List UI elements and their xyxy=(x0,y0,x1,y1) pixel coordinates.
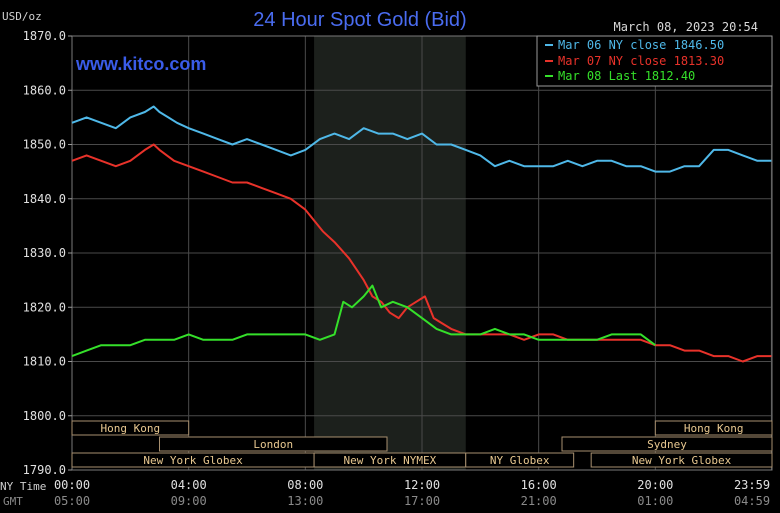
x-tick-label-ny: 00:00 xyxy=(54,478,90,492)
x-tick-label-ny: 08:00 xyxy=(287,478,323,492)
session-bar xyxy=(159,436,388,452)
x-tick-label-gmt: 17:00 xyxy=(404,494,440,508)
units-label: USD/oz xyxy=(2,10,42,23)
market-sessions: Hong Kong Hong Kong London Sydney New York G… xyxy=(71,420,773,468)
session-label: NY Globex xyxy=(490,454,550,467)
x-tick-label-gmt: 21:00 xyxy=(521,494,557,508)
y-tick-label: 1820.0 xyxy=(23,300,66,314)
y-tick-label: 1800.0 xyxy=(23,409,66,423)
x-tick-label-ny: 12:00 xyxy=(404,478,440,492)
y-tick-label: 1870.0 xyxy=(23,29,66,43)
session-bar xyxy=(465,452,575,468)
legend-box xyxy=(536,35,773,87)
session-label: Hong Kong xyxy=(684,422,744,435)
session-label: London xyxy=(253,438,293,451)
x-tick-label-gmt: 05:00 xyxy=(54,494,90,508)
legend-entry: Mar 08 Last 1812.40 xyxy=(545,69,695,83)
legend-entry: Mar 07 NY close 1813.30 xyxy=(545,54,724,68)
series-lines xyxy=(71,105,772,363)
ny-time-row-label: NY Time xyxy=(0,480,46,493)
y-tick-label: 1850.0 xyxy=(23,138,66,152)
legend: Mar 06 NY close 1846.50 Mar 07 NY close … xyxy=(536,35,773,87)
y-tick-label: 1790.0 xyxy=(23,463,66,477)
timestamp: March 08, 2023 20:54 xyxy=(614,20,759,34)
chart-title: 24 Hour Spot Gold (Bid) xyxy=(253,9,466,31)
series-line xyxy=(71,284,656,358)
grid-lines xyxy=(71,35,772,471)
session-label: New York NYMEX xyxy=(344,454,437,467)
x-tick-label-ny: 16:00 xyxy=(521,478,557,492)
y-axis: 1870.0 1860.0 1850.0 1840.0 1830.0 1820.0 1810… xyxy=(23,29,72,477)
x-tick-label-gmt: 01:00 xyxy=(637,494,673,508)
watermark: www.kitco.com xyxy=(75,54,206,74)
y-tick-label: 1840.0 xyxy=(23,192,66,206)
x-tick-label-gmt: 04:59 xyxy=(734,494,770,508)
session-bar xyxy=(561,436,773,452)
x-tick-label-ny: 23:59 xyxy=(734,478,770,492)
x-tick-label-ny: 20:00 xyxy=(637,478,673,492)
x-axis: NY Time GMT 00:00 05:00 04:00 09:00 08:00 13:… xyxy=(0,478,770,508)
x-tick-label-ny: 04:00 xyxy=(171,478,207,492)
session-bar xyxy=(71,420,190,436)
legend-label: Mar 06 NY close 1846.50 xyxy=(558,38,724,52)
session-label: Hong Kong xyxy=(101,422,161,435)
gmt-row-label: GMT xyxy=(3,495,23,508)
x-tick-label-gmt: 09:00 xyxy=(171,494,207,508)
session-bar xyxy=(654,420,773,436)
series-line xyxy=(71,105,772,173)
y-tick-label: 1810.0 xyxy=(23,355,66,369)
session-bar xyxy=(590,452,773,468)
legend-label: Mar 07 NY close 1813.30 xyxy=(558,54,724,68)
session-label: New York Globex xyxy=(143,454,243,467)
y-tick-label: 1830.0 xyxy=(23,246,66,260)
legend-label: Mar 08 Last 1812.40 xyxy=(558,69,695,83)
session-label: Sydney xyxy=(647,438,687,451)
legend-entry: Mar 06 NY close 1846.50 xyxy=(545,38,724,52)
x-tick-label-gmt: 13:00 xyxy=(287,494,323,508)
y-tick-label: 1860.0 xyxy=(23,83,66,97)
session-label: New York Globex xyxy=(632,454,732,467)
